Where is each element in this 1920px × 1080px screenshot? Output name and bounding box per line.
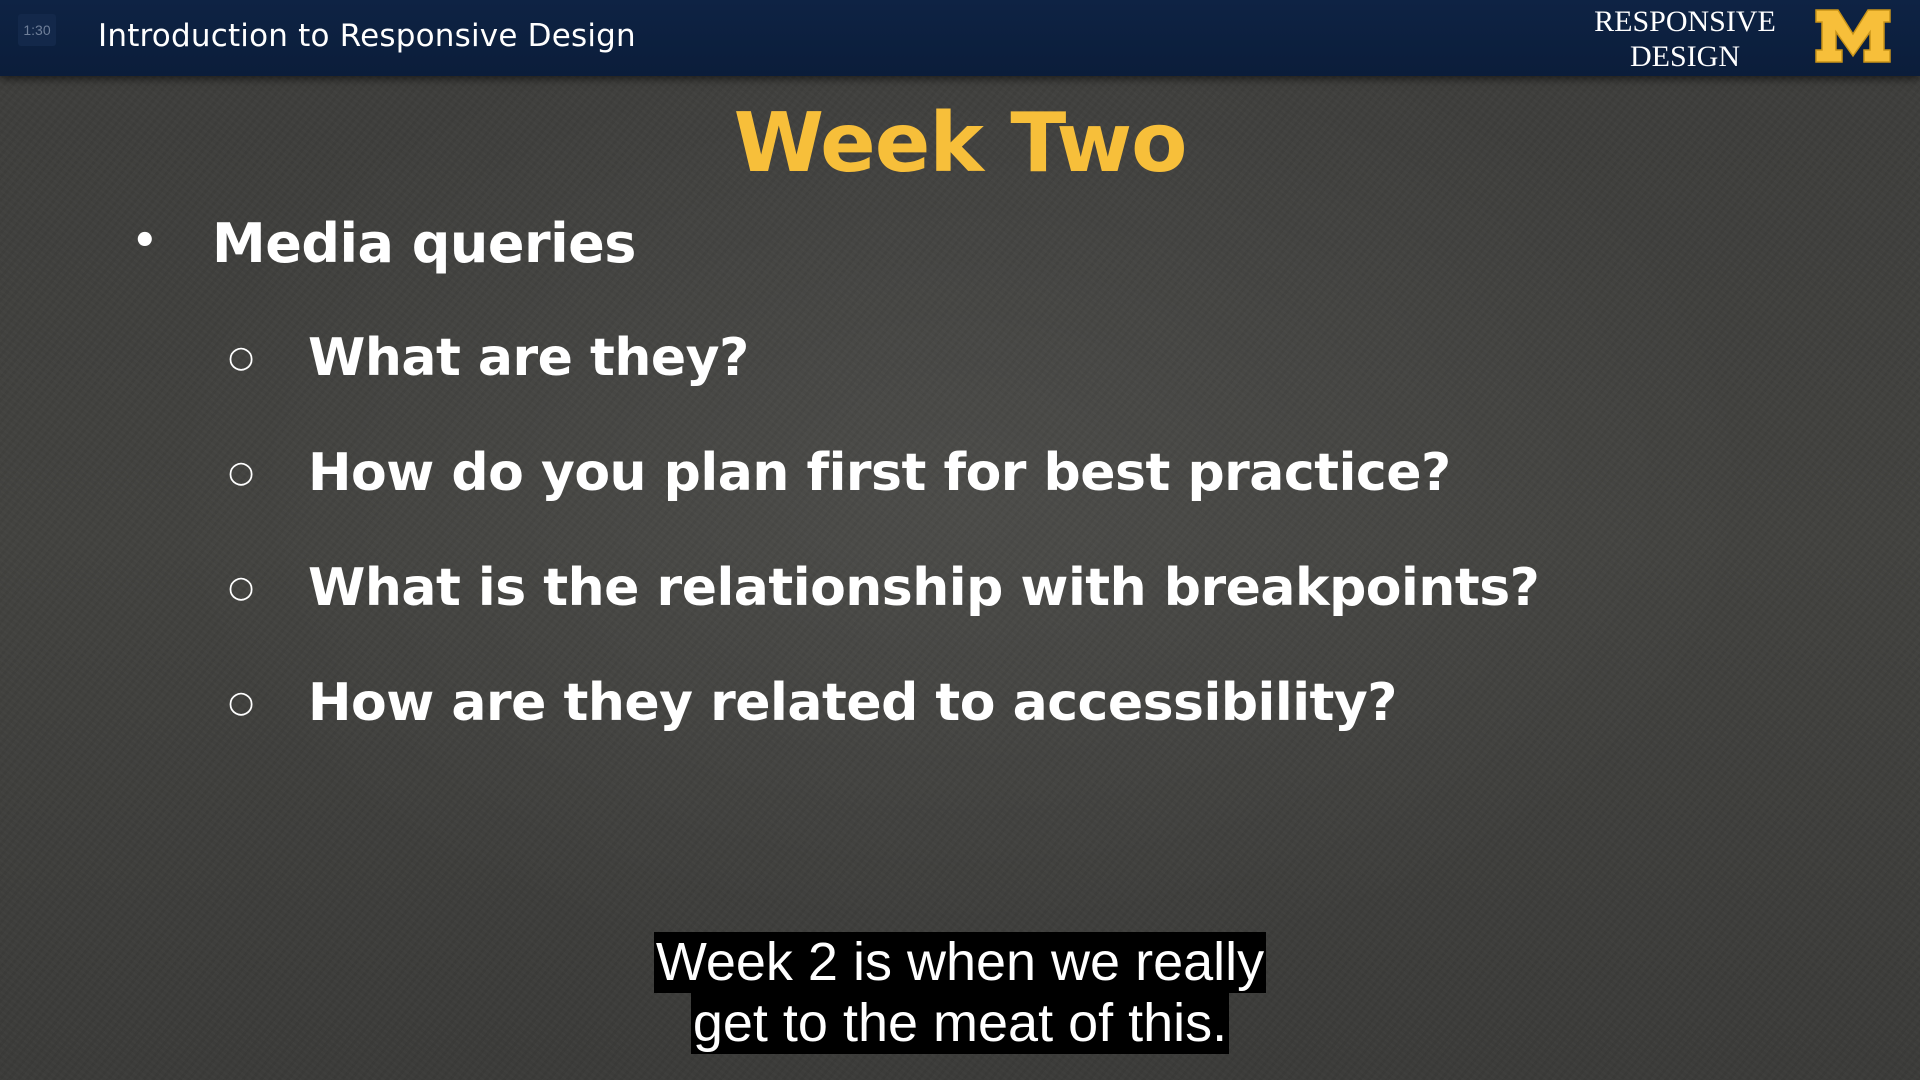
sub-bullet-best-practice: ○ How do you plan first for best practic… [228, 443, 1451, 503]
caption-line-2: get to the meat of this. [690, 993, 1230, 1054]
brand-wordmark: RESPONSIVE DESIGN [1580, 4, 1790, 74]
bullet-text: Media queries [212, 212, 636, 275]
slide-title: Week Two [733, 96, 1188, 191]
slide-number-badge: 1:30 [18, 14, 56, 46]
brand-line-1: RESPONSIVE [1594, 5, 1776, 38]
hollow-circle-icon: ○ [228, 685, 254, 720]
bullet-text: What is the relationship with breakpoint… [308, 558, 1540, 618]
bullet-text: What are they? [308, 328, 749, 388]
sub-bullet-what-are-they: ○ What are they? [228, 328, 749, 388]
video-captions: Week 2 is when we really get to the meat… [0, 932, 1920, 1054]
bullet-text: How are they related to accessibility? [308, 673, 1397, 733]
bullet-dot-icon: • [132, 218, 158, 264]
bullet-media-queries: • Media queries [132, 212, 636, 275]
course-title: Introduction to Responsive Design [98, 18, 636, 54]
bullet-text: How do you plan first for best practice? [308, 443, 1451, 503]
hollow-circle-icon: ○ [228, 570, 254, 605]
slide-header-bar: 1:30 Introduction to Responsive Design R… [0, 0, 1920, 76]
caption-line-1: Week 2 is when we really [653, 932, 1267, 993]
sub-bullet-breakpoints: ○ What is the relationship with breakpoi… [228, 558, 1540, 618]
hollow-circle-icon: ○ [228, 455, 254, 490]
michigan-block-m-icon [1815, 9, 1891, 63]
brand-line-2: DESIGN [1630, 40, 1740, 73]
sub-bullet-accessibility: ○ How are they related to accessibility? [228, 673, 1397, 733]
hollow-circle-icon: ○ [228, 340, 254, 375]
